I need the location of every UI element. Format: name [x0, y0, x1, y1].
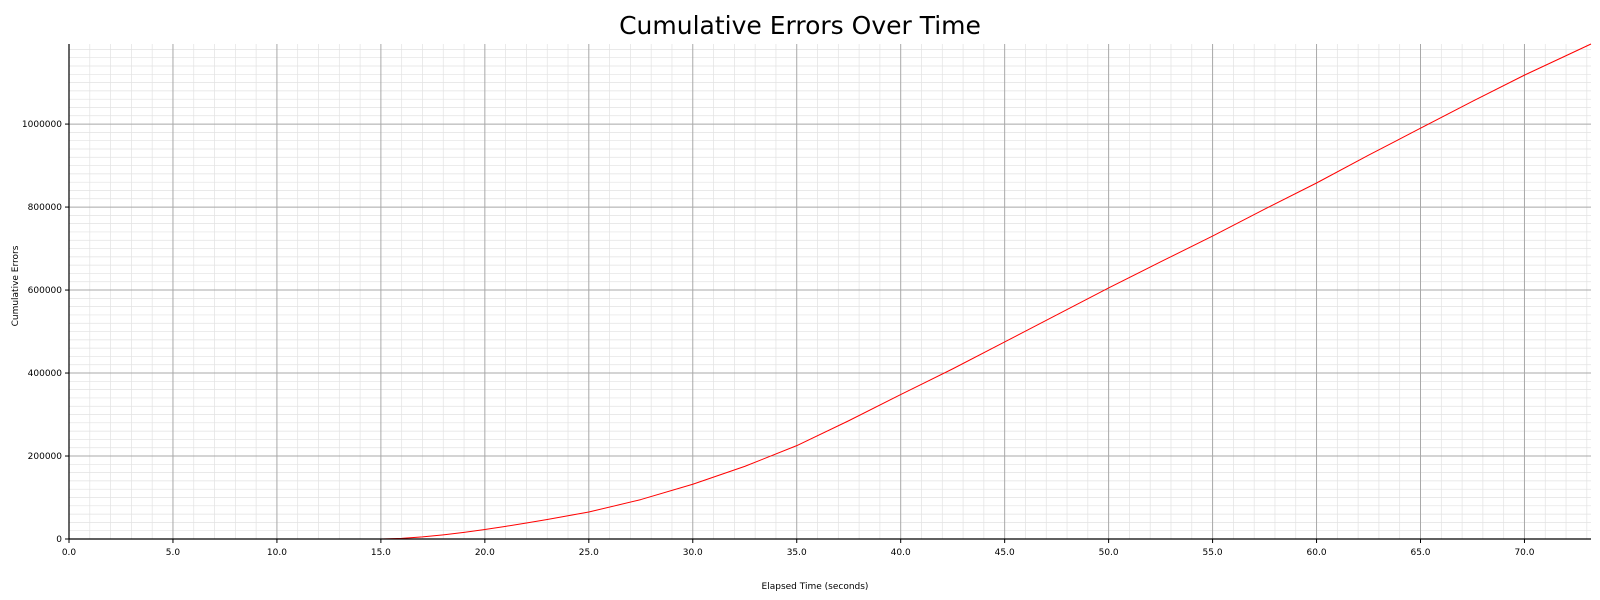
x-axis-ticks: 0.0 5.0 10.0 15.0 20.0 25.0 30.0 35.0 40.0 45.0 50…: [62, 539, 1535, 558]
x-tick-label: 70.0: [1514, 548, 1534, 558]
y-tick-label: 200000: [28, 452, 63, 462]
y-tick-label: 400000: [28, 369, 63, 379]
y-axis-label: Cumulative Errors: [11, 245, 21, 326]
y-tick-label: 0: [56, 535, 62, 545]
x-tick-label: 50.0: [1099, 548, 1119, 558]
x-tick-label: 0.0: [62, 548, 77, 558]
series-line-0: [69, 43, 1592, 540]
x-tick-label: 5.0: [166, 548, 181, 558]
x-tick-label: 20.0: [475, 548, 495, 558]
x-tick-label: 10.0: [267, 548, 287, 558]
x-tick-label: 45.0: [995, 548, 1015, 558]
chart-title: Cumulative Errors Over Time: [619, 11, 981, 40]
x-tick-label: 65.0: [1410, 548, 1430, 558]
x-tick-label: 40.0: [891, 548, 911, 558]
x-axis-label: Elapsed Time (seconds): [762, 582, 869, 592]
x-tick-label: 55.0: [1203, 548, 1223, 558]
y-tick-label: 600000: [28, 286, 63, 296]
x-tick-label: 35.0: [787, 548, 807, 558]
x-tick-label: 25.0: [579, 548, 599, 558]
y-axis-ticks: 0 200000 400000 600000 800000 1000000: [22, 120, 69, 545]
major-grid: [69, 44, 1591, 539]
y-tick-label: 800000: [28, 203, 63, 213]
x-tick-label: 60.0: [1307, 548, 1327, 558]
x-tick-label: 15.0: [371, 548, 391, 558]
data-layer: [69, 43, 1592, 540]
x-tick-label: 30.0: [683, 548, 703, 558]
y-tick-label: 1000000: [22, 120, 62, 130]
